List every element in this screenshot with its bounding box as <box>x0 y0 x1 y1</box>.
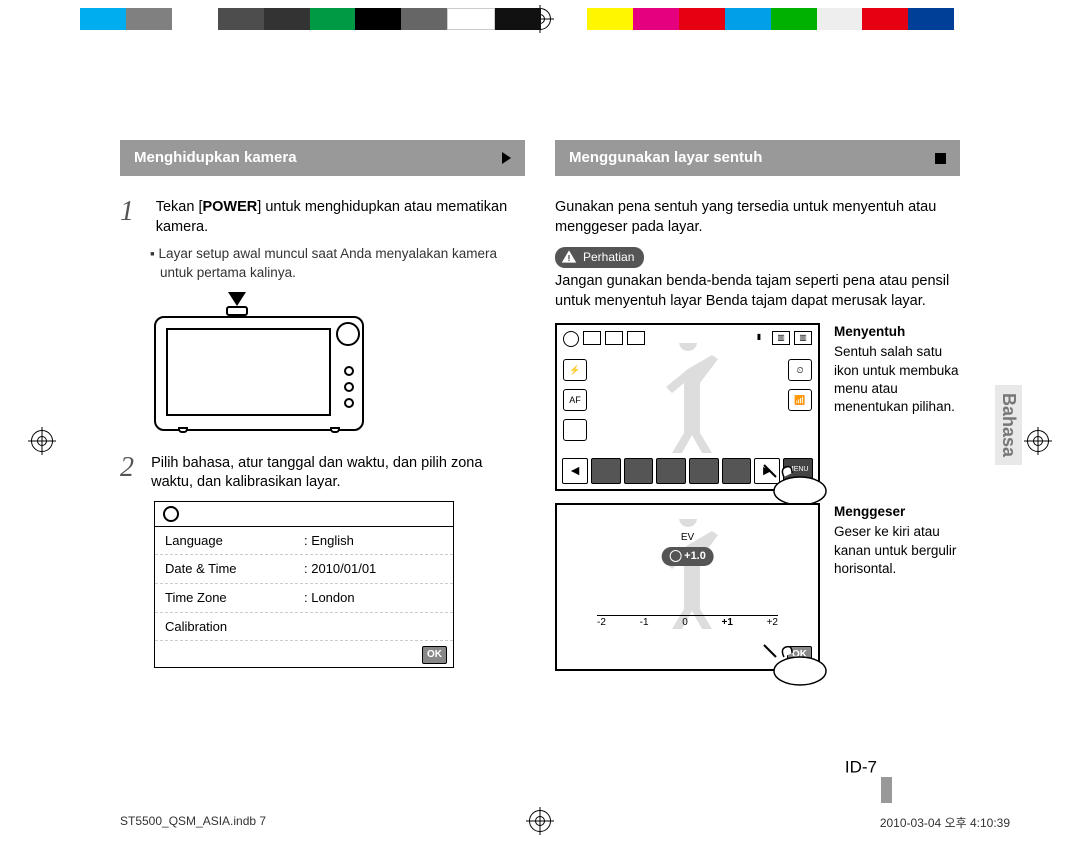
step-number: 1 <box>120 198 142 237</box>
heading-text: Menggunakan layar sentuh <box>569 148 762 168</box>
af-icon: AF <box>563 389 587 411</box>
touch-title: Menyentuh <box>834 323 960 341</box>
bottom-button <box>624 458 654 484</box>
value: : English <box>304 532 443 550</box>
footer-filename: ST5500_QSM_ASIA.indb 7 <box>120 814 266 828</box>
text: Layar setup awal muncul saat Anda menyal… <box>159 246 497 279</box>
person-silhouette <box>643 343 733 453</box>
camera-power-button <box>226 306 248 316</box>
ev-label: EV <box>681 531 694 545</box>
bottom-button <box>591 458 621 484</box>
touchscreen-drag-illustration: EV +1.0 -2 -1 0 +1 +2 OK <box>555 503 820 671</box>
signal-icon: ▮ <box>750 331 768 345</box>
bottom-button <box>689 458 719 484</box>
step-2-text: Pilih bahasa, atur tanggal dan waktu, da… <box>151 454 525 493</box>
play-indicator-icon <box>502 152 511 164</box>
value <box>304 618 443 636</box>
label: Date & Time <box>165 560 304 578</box>
ok-button-icon: OK <box>422 646 447 664</box>
status-icon <box>605 331 623 345</box>
tick: +2 <box>767 616 778 637</box>
ev-scale: -2 -1 0 +1 +2 <box>597 615 778 637</box>
warning-icon <box>561 249 577 265</box>
registration-mark <box>31 430 53 452</box>
text: Tekan [ <box>156 199 203 215</box>
battery-icon: ▥ <box>772 331 790 345</box>
label: Language <box>165 532 304 550</box>
gear-icon <box>163 506 179 522</box>
bottom-button <box>656 458 686 484</box>
ev-value-badge: +1.0 <box>661 547 714 566</box>
step-1-text: Tekan [POWER] untuk menghidupkan atau me… <box>156 198 525 237</box>
ev-value: +1.0 <box>684 550 706 562</box>
setup-menu-illustration: Language: English Date & Time: 2010/01/0… <box>154 501 454 668</box>
label: Calibration <box>165 618 304 636</box>
value: : London <box>304 589 443 607</box>
wifi-icon: 📶 <box>788 389 812 411</box>
footer-timestamp: 2010-03-04 오후 4:10:39 <box>880 814 1010 831</box>
camera-screen <box>166 328 331 416</box>
hand-stylus-icon <box>760 461 830 507</box>
registration-mark <box>1027 430 1049 452</box>
mode-icon <box>563 419 587 441</box>
caution-label-text: Perhatian <box>583 249 634 265</box>
label: Time Zone <box>165 589 304 607</box>
heading-text: Menghidupkan kamera <box>134 148 297 168</box>
heading-touchscreen: Menggunakan layar sentuh <box>555 140 960 176</box>
drag-title: Menggeser <box>834 503 960 521</box>
page-number: ID-7 <box>845 755 892 781</box>
setup-row: Calibration <box>155 613 453 642</box>
tick: +1 <box>721 616 732 637</box>
step-1-note: ▪ Layar setup awal muncul saat Anda meny… <box>160 245 525 281</box>
press-color-bar <box>80 8 1000 30</box>
power-keyword: POWER <box>202 199 257 215</box>
stop-indicator-icon <box>935 153 946 164</box>
registration-mark <box>529 810 551 832</box>
intro-text: Gunakan pena sentuh yang tersedia untuk … <box>555 198 960 237</box>
camera-illustration <box>154 296 364 436</box>
camera-side-buttons <box>344 366 354 408</box>
bottom-button <box>722 458 752 484</box>
flash-icon: ⚡ <box>563 359 587 381</box>
drag-desc: Geser ke kiri atau kanan untuk bergulir … <box>834 524 956 575</box>
setup-row: Date & Time: 2010/01/01 <box>155 555 453 584</box>
step-number: 2 <box>120 454 137 493</box>
heading-power-on: Menghidupkan kamera <box>120 140 525 176</box>
caution-badge: Perhatian <box>555 247 644 267</box>
status-icon <box>583 331 601 345</box>
setup-row: Language: English <box>155 527 453 556</box>
language-side-tab: Bahasa <box>995 385 1022 465</box>
battery-icon: ▥ <box>794 331 812 345</box>
setup-row: Time Zone: London <box>155 584 453 613</box>
hand-stylus-icon <box>760 641 830 687</box>
touch-desc: Sentuh salah satu ikon untuk membuka men… <box>834 344 959 414</box>
value: : 2010/01/01 <box>304 560 443 578</box>
tick: -2 <box>597 616 606 637</box>
touchscreen-tap-illustration: ▮ ▥ ▥ ⚡ AF ⏲ 📶 ◄ <box>555 323 820 491</box>
bottom-button: ◄ <box>562 458 588 484</box>
mode-icon <box>563 331 579 347</box>
camera-lens <box>336 322 360 346</box>
timer-icon: ⏲ <box>788 359 812 381</box>
caution-text: Jangan gunakan benda-benda tajam seperti… <box>555 272 960 311</box>
tick: 0 <box>682 616 688 637</box>
arrow-down-icon <box>228 292 246 306</box>
tick: -1 <box>640 616 649 637</box>
